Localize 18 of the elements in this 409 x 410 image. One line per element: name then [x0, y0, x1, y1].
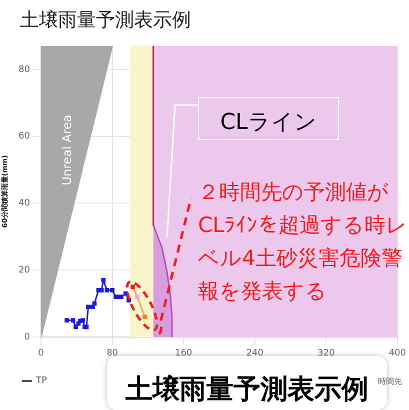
x-tick-label: 0	[38, 348, 44, 359]
chart-title: 土壌雨量予測表示例	[0, 0, 262, 40]
annotation: Unreal Area	[60, 114, 74, 186]
text: 時間先	[378, 376, 402, 387]
y-tick-label: 0	[24, 332, 30, 342]
x-tick-label: 80	[106, 348, 118, 359]
y-tick-label: 20	[18, 265, 30, 276]
text: 土壌雨量予測表示例	[126, 373, 368, 407]
annotation: ２時間先の予測値がCLﾗｲﾝを超過する時レベル4土砂災害危険警報を発表する	[198, 179, 408, 305]
y-tick-label: 40	[18, 198, 30, 209]
annotation: CLライン	[220, 108, 317, 136]
x-tick-label: 320	[318, 348, 335, 359]
y-tick-label: 80	[18, 64, 30, 75]
text: TP	[36, 376, 47, 386]
x-tick-label: 160	[174, 348, 192, 359]
y-tick-label: 60	[18, 132, 30, 142]
x-tick-label: 240	[246, 348, 264, 359]
x-tick-label: 400	[388, 348, 406, 359]
